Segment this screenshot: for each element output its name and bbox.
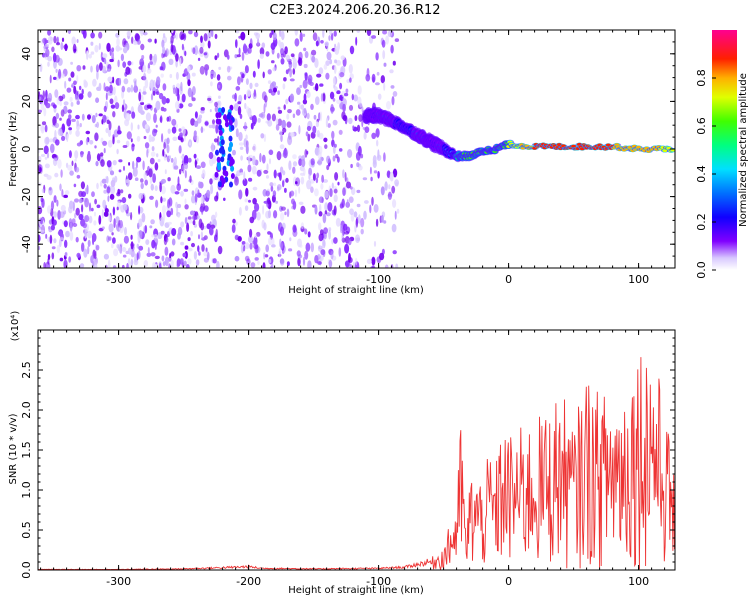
colorbar-tick-label: 0.0 [695,261,708,279]
x-tick-label: -300 [106,575,131,588]
y-tick-label: 20 [20,94,33,108]
y-tick-label: 0.5 [20,521,33,539]
x-tick-label: -100 [366,575,391,588]
colorbar: 0.0 0.2 0.4 0.6 0.8 Normalized spectral ampl… [695,30,749,279]
snr-series-line [38,357,675,570]
x-tick-label: -300 [106,273,131,286]
colorbar-ticks: 0.0 0.2 0.4 0.6 0.8 [695,69,716,279]
snr-panel: -300 -200 -100 0 100 0.0 0.5 1.0 1.5 2.0 2.5 Heigh… [8,311,676,596]
y-tick-label: -40 [20,235,33,253]
x-tick-label: 100 [628,273,649,286]
y-tick-label: 0.0 [20,561,33,579]
y-tick-label: -20 [20,188,33,206]
colorbar-tick-label: 0.4 [695,165,708,183]
y-tick-label: 1.5 [20,441,33,459]
x-tick-label: 0 [505,575,512,588]
snr-plot-area [38,357,675,570]
snr-x-axis-label: Height of straight line (km) [288,585,424,596]
spectrogram-noise [38,30,675,268]
colorbar-tick-label: 0.6 [695,117,708,135]
y-tick-label: 1.0 [20,481,33,499]
spectrogram-plot-area [38,30,675,268]
snr-y-axis-label: SNR (10 * v/v) [8,413,19,484]
y-tick-label: 2.5 [20,361,33,379]
chart-title: C2E3.2024.206.20.36.R12 [269,3,440,18]
colorbar-tick-label: 0.8 [695,69,708,87]
snr-y-multiplier: (x10⁴) [10,311,21,342]
x-tick-label: -100 [366,273,391,286]
x-tick-label: 100 [628,575,649,588]
spectrogram-x-axis-label: Height of straight line (km) [288,285,424,296]
spectrogram-ridge [361,106,675,163]
colorbar-tick-label: 0.2 [695,213,708,231]
x-tick-label: -200 [236,273,261,286]
y-tick-label: 40 [20,47,33,61]
y-tick-label: 2.0 [20,401,33,419]
colorbar-gradient [712,30,737,270]
colorbar-label: Normalized spectral amplitude [738,73,749,227]
spectrogram-secondary-feature [214,104,235,188]
x-tick-label: -200 [236,575,261,588]
y-tick-label: 0 [20,146,33,153]
x-tick-label: 0 [505,273,512,286]
spectrogram-y-axis-label: Frequency (Hz) [8,111,19,187]
snr-ticks: -300 -200 -100 0 100 0.0 0.5 1.0 1.5 2.0 2.5 [20,330,675,588]
